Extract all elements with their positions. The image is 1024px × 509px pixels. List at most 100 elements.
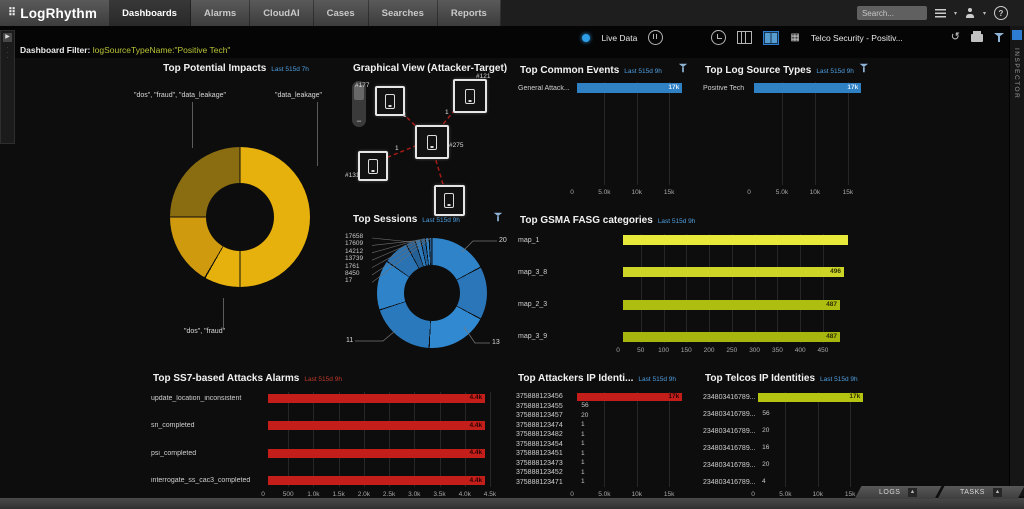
- top-nav: ⠿ LogRhythm Dashboards Alarms CloudAI Cases…: [0, 0, 1024, 26]
- nav-tab-cases[interactable]: Cases: [314, 0, 369, 26]
- bar[interactable]: 4.4k: [268, 476, 486, 486]
- filter-icon[interactable]: [678, 63, 688, 73]
- refresh-icon[interactable]: ↺: [950, 31, 960, 43]
- impacts-donut-chart[interactable]: [170, 147, 310, 287]
- chevron-down-icon[interactable]: ▾: [982, 10, 986, 17]
- axis-tick: 5.0k: [779, 491, 792, 498]
- device-icon: [465, 88, 475, 104]
- nav-tab-cloudai[interactable]: CloudAI: [250, 0, 314, 26]
- bar[interactable]: 487: [623, 331, 840, 342]
- search-input[interactable]: Search...: [856, 6, 927, 20]
- user-icon[interactable]: [965, 8, 975, 18]
- bar-row: update_location_inconsistent 4.4k: [151, 392, 495, 404]
- gridline: [663, 234, 665, 343]
- bar-value-label: 20: [762, 460, 770, 468]
- bar[interactable]: 17k: [577, 83, 683, 93]
- bar-category-label: update_location_inconsistent: [151, 394, 242, 402]
- panel-time-range: Last 515d 9h: [304, 376, 342, 383]
- axis-tick: 2.0k: [357, 491, 371, 498]
- columns-layout-icon[interactable]: [737, 31, 753, 44]
- axis-tick: 0: [616, 347, 620, 354]
- logo-dots-icon: ⠿: [8, 6, 17, 19]
- expand-icon[interactable]: ▶: [3, 33, 12, 42]
- graph-node[interactable]: [433, 184, 465, 216]
- nav-tab-searches[interactable]: Searches: [369, 0, 438, 26]
- dashboard-selector[interactable]: Telco Security - Positiv...: [810, 32, 903, 43]
- live-data-label[interactable]: Live Data: [601, 32, 638, 43]
- print-icon[interactable]: [971, 30, 983, 42]
- gridline: [636, 392, 638, 487]
- bar-value-label: 56: [581, 402, 589, 409]
- pie-callout-label: "data_leakage": [275, 92, 323, 99]
- expand-up-icon[interactable]: ▲: [908, 488, 918, 497]
- bar-row: 234803416789... 20: [703, 460, 867, 470]
- bar-value-label: 4: [762, 477, 766, 485]
- bar[interactable]: 17k: [754, 83, 862, 93]
- logs-tab-label: LOGS: [878, 489, 901, 496]
- graph-node[interactable]: [415, 125, 449, 159]
- inspector-panel-tab[interactable]: INSPECTOR: [1009, 26, 1024, 496]
- zoom-slider-thumb[interactable]: [354, 85, 364, 100]
- bar[interactable]: [623, 235, 848, 245]
- graph-node[interactable]: [453, 79, 487, 113]
- clock-icon[interactable]: [711, 30, 727, 45]
- bar[interactable]: 4.4k: [268, 421, 486, 431]
- bar-row: 375888123457 20: [516, 411, 686, 421]
- axis-tick: 1.0k: [307, 491, 320, 498]
- expand-up-icon[interactable]: ▲: [992, 488, 1002, 497]
- bar-value-label: 1: [581, 440, 585, 447]
- bar-category-label: 375888123456: [516, 393, 563, 401]
- filter-icon[interactable]: [859, 63, 869, 73]
- bar-row: map_1: [518, 234, 848, 246]
- edge-weight-label: 1: [445, 109, 449, 116]
- nav-tab-reports[interactable]: Reports: [438, 0, 501, 26]
- device-icon: [427, 134, 437, 150]
- bar[interactable]: 4.4k: [268, 393, 486, 403]
- bar[interactable]: 4.4k: [268, 448, 486, 458]
- sessions-legend: 17658 17609 14212 13739 1761 8450 17: [345, 233, 363, 285]
- graph-node[interactable]: [358, 151, 388, 181]
- tasks-tab-label: TASKS: [960, 489, 985, 496]
- node-id-label: #131: [345, 172, 360, 179]
- graph-node[interactable]: [375, 86, 405, 116]
- panel-top-attackers-ip-identities: Top Attackers IP Identi... Last 515d 9h …: [510, 368, 696, 502]
- live-data-indicator-icon: [582, 33, 591, 42]
- dashboard-filter-value[interactable]: logSourceTypeName:"Positive Tech": [92, 45, 231, 55]
- filter-icon[interactable]: [493, 212, 503, 222]
- bar-category-label: 234803416789...: [703, 393, 756, 401]
- bar-value-label: 17k: [849, 392, 861, 400]
- bar-category-label: 375888123457: [516, 412, 563, 420]
- bar[interactable]: 496: [623, 267, 844, 278]
- help-icon[interactable]: ?: [994, 6, 1008, 20]
- inspector-icon[interactable]: [1012, 30, 1022, 40]
- dashboard-toolbar: Live Data ▦ Telco Security - Positiv... …: [0, 26, 1010, 58]
- bar-value-label: 56: [762, 409, 770, 417]
- bar-category-label: map_3_9: [518, 333, 548, 341]
- bar[interactable]: 17k: [577, 392, 683, 401]
- gridline: [817, 392, 819, 487]
- nav-tab-dashboards[interactable]: Dashboards: [109, 0, 191, 26]
- gridline: [669, 82, 671, 185]
- tasks-tab[interactable]: TASKS ▲: [937, 486, 1024, 499]
- panel-title: Graphical View (Attacker-Target): [353, 63, 508, 74]
- zoom-out-icon[interactable]: −: [356, 116, 362, 126]
- bar-value-label: 4.4k: [469, 449, 483, 457]
- bar[interactable]: 17k: [758, 392, 864, 402]
- zoom-slider[interactable]: −: [352, 81, 366, 127]
- sort-menu-icon[interactable]: [934, 8, 946, 18]
- nav-tab-alarms[interactable]: Alarms: [191, 0, 251, 26]
- toolbar-icons: Live Data ▦ Telco Security - Positiv... …: [582, 30, 1004, 45]
- grid-layout-icon[interactable]: [763, 30, 780, 45]
- node-id-label: #177: [355, 82, 370, 89]
- bar-row: 234803416789... 16: [703, 443, 867, 453]
- bar[interactable]: 487: [623, 299, 840, 310]
- logs-tab[interactable]: LOGS ▲: [854, 486, 942, 499]
- sessions-donut-chart[interactable]: [377, 238, 487, 348]
- left-panel-tab[interactable]: ▶ · · ·: [0, 30, 15, 144]
- filter-icon[interactable]: [994, 32, 1004, 43]
- logrhythm-logo: ⠿ LogRhythm: [0, 0, 109, 26]
- panel-title: Top Potential Impacts: [163, 63, 267, 74]
- chevron-down-icon[interactable]: ▾: [953, 10, 957, 17]
- pause-icon[interactable]: [648, 30, 664, 45]
